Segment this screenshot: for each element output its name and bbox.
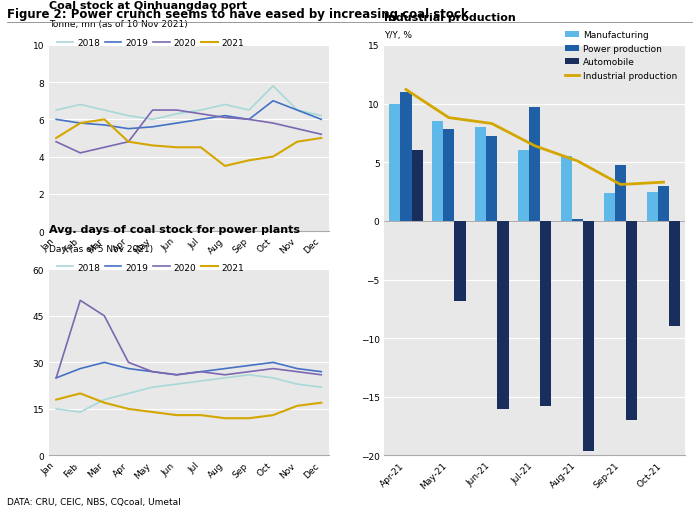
Text: DATA: CRU, CEIC, NBS, CQcoal, Umetal: DATA: CRU, CEIC, NBS, CQcoal, Umetal bbox=[7, 497, 181, 506]
Bar bbox=[518, 151, 529, 221]
Bar bbox=[540, 221, 552, 406]
Text: Tonne, mn (as of 10 Nov 2021): Tonne, mn (as of 10 Nov 2021) bbox=[49, 20, 187, 29]
Bar bbox=[432, 122, 443, 221]
Text: Industrial production: Industrial production bbox=[384, 13, 516, 23]
Bar bbox=[669, 221, 680, 327]
Legend: 2018, 2019, 2020, 2021: 2018, 2019, 2020, 2021 bbox=[53, 260, 247, 275]
Bar bbox=[583, 221, 594, 451]
Bar bbox=[401, 93, 412, 221]
Bar bbox=[475, 128, 487, 221]
Bar bbox=[529, 108, 540, 221]
Text: Coal stock at Qinhuangdao port: Coal stock at Qinhuangdao port bbox=[49, 1, 247, 11]
Bar bbox=[389, 104, 401, 221]
Bar bbox=[658, 186, 669, 221]
Bar bbox=[487, 137, 498, 221]
Bar bbox=[572, 219, 583, 221]
Text: Figure 2: Power crunch seems to have eased by increasing coal stock: Figure 2: Power crunch seems to have eas… bbox=[7, 8, 468, 20]
Bar bbox=[647, 192, 658, 221]
Legend: 2018, 2019, 2020, 2021: 2018, 2019, 2020, 2021 bbox=[53, 36, 247, 51]
Text: Avg. days of coal stock for power plants: Avg. days of coal stock for power plants bbox=[49, 224, 300, 235]
Bar bbox=[454, 221, 466, 301]
Bar bbox=[498, 221, 509, 409]
Bar bbox=[615, 165, 626, 221]
Bar bbox=[604, 193, 615, 221]
Bar bbox=[443, 130, 454, 221]
Text: Day (as of 5 Nov 2021): Day (as of 5 Nov 2021) bbox=[49, 244, 153, 253]
Legend: Manufacturing, Power production, Automobile, Industrial production: Manufacturing, Power production, Automob… bbox=[562, 28, 681, 84]
Text: Y/Y, %: Y/Y, % bbox=[384, 31, 412, 40]
Bar bbox=[561, 157, 572, 221]
Bar bbox=[412, 151, 423, 221]
Bar bbox=[626, 221, 637, 420]
